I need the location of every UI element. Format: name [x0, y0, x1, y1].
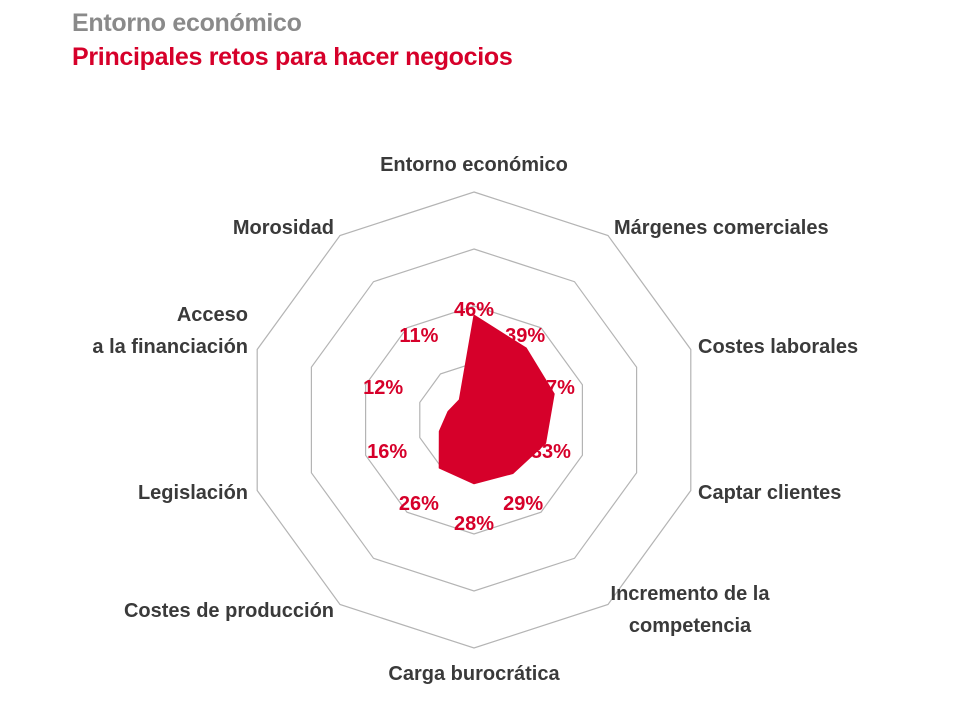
axis-label: Morosidad [233, 217, 334, 239]
value-label: 33% [531, 441, 571, 463]
value-label: 37% [535, 377, 575, 399]
value-label: 29% [503, 493, 543, 515]
axis-label-line: competencia [629, 615, 752, 637]
axis-label: Carga burocrática [388, 663, 560, 685]
axis-label-line: Incremento de la [611, 583, 771, 605]
radar-area [438, 314, 555, 485]
value-label: 28% [454, 513, 494, 535]
chart-title: Principales retos para hacer negocios [72, 43, 513, 71]
value-label: 39% [505, 325, 545, 347]
radar-series [438, 314, 555, 485]
value-label: 11% [399, 325, 438, 347]
axis-label-line: Costes de producción [124, 600, 334, 622]
axis-label-line: Costes laborales [698, 336, 858, 358]
axis-label-line: Captar clientes [698, 482, 841, 504]
axis-label: Acceso a la financiación [92, 304, 248, 358]
grid-ring-2 [365, 305, 584, 535]
axis-label: Costes laborales [698, 336, 858, 358]
value-label: 26% [399, 493, 439, 515]
axis-label: Captar clientes [698, 482, 841, 504]
axis-label: Incremento de la competencia [611, 583, 771, 637]
axis-label: Legislación [138, 482, 248, 504]
axis-label-line: Márgenes comerciales [614, 217, 829, 239]
axis-label-line: a la financiación [92, 336, 248, 358]
value-labels: 46% 39% 37% 33% 29% 28% 26% 16% 12% 11% [363, 299, 575, 535]
chart-header: Entorno económico Principales retos para… [72, 6, 513, 74]
grid-ring-3 [310, 248, 638, 592]
axis-label: Márgenes comerciales [614, 217, 829, 239]
value-label: 46% [454, 299, 494, 321]
axis-label-line: Morosidad [233, 217, 334, 239]
grid-ring-4 [256, 191, 692, 649]
value-label: 12% [363, 377, 403, 399]
value-label: 16% [367, 441, 407, 463]
chart-supertitle: Entorno económico [72, 9, 302, 37]
axis-label-line: Acceso [177, 304, 248, 326]
axis-label-line: Legislación [138, 482, 248, 504]
axis-label: Costes de producción [124, 600, 334, 622]
axis-label-line: Carga burocrática [388, 663, 560, 685]
axis-label-line: Entorno económico [380, 154, 568, 176]
axis-labels: Entorno económico Márgenes comerciales Cos… [92, 154, 858, 685]
axis-label: Entorno económico [380, 154, 568, 176]
